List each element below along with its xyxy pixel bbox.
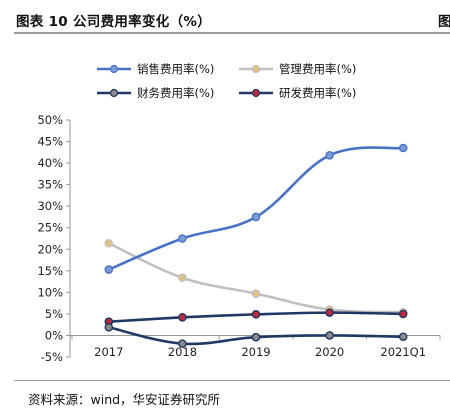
y-axis: -5% 0% 5% 10% 15% 20% 25% 30% 35% 40% 45% 50% [37,113,71,364]
data-point-sales [325,151,334,160]
data-point-finance [325,331,334,340]
legend-swatch-sales [97,64,131,74]
data-point-finance [104,322,114,332]
legend-item-finance: 财务费用率(%) [96,85,214,101]
data-point-sales [398,143,408,153]
data-point-finance [251,332,261,342]
y-tick-label: 45% [37,135,63,149]
legend-label-finance: 财务费用率(%) [137,86,215,100]
series-line-sales [107,146,405,271]
legend-label-rnd: 研发费用率(%) [279,86,357,100]
series-line-admin [107,241,405,314]
data-point-rnd [178,313,187,322]
legend-label-admin: 管理费用率(%) [279,62,357,76]
legend-label-sales: 销售费用率(%) [137,62,215,76]
y-tick-label: 50% [37,113,63,127]
legend-swatch-rnd [239,88,273,98]
data-point-sales [104,265,114,274]
x-tick-label: 2018 [168,345,197,359]
legend-item-sales: 销售费用率(%) [96,61,214,77]
y-tick-label: 5% [45,307,63,321]
data-point-admin [104,238,114,248]
legend-item-rnd: 研发费用率(%) [238,85,356,101]
source-rule [14,380,450,381]
data-point-rnd [398,309,408,319]
title-rule [14,32,450,34]
next-figure-title-fragment: 图 [438,14,450,30]
x-tick-label: 2019 [241,345,270,359]
data-point-rnd [325,308,334,317]
data-point-finance [398,332,408,342]
data-point-sales [251,212,261,222]
y-tick-label: 40% [37,156,63,170]
legend-swatch-admin [239,64,273,74]
y-tick-label: 0% [45,328,63,342]
y-tick-label: 10% [37,285,63,299]
y-tick-label: 30% [37,199,63,213]
figure-title: 图表 10 公司费用率变化（%） [16,14,212,30]
y-tick-label: 20% [37,242,63,256]
x-tick-label: 2017 [94,345,123,359]
y-tick-label: -5% [41,350,63,364]
legend-item-admin: 管理费用率(%) [238,61,356,77]
data-point-sales [178,234,187,243]
legend-swatch-finance [97,88,131,98]
data-point-rnd [251,310,261,319]
y-tick-label: 15% [37,264,63,278]
y-tick-label: 25% [37,221,63,235]
source-note: 资料来源：wind，华安证券研究所 [28,392,221,407]
x-tick-label: 2020 [315,345,344,359]
y-tick-label: 35% [37,178,63,192]
data-point-admin [178,273,187,283]
data-point-finance [178,339,187,348]
x-tick-label: 2021Q1 [380,345,426,359]
data-point-admin [251,289,261,298]
plot-area [104,143,408,348]
